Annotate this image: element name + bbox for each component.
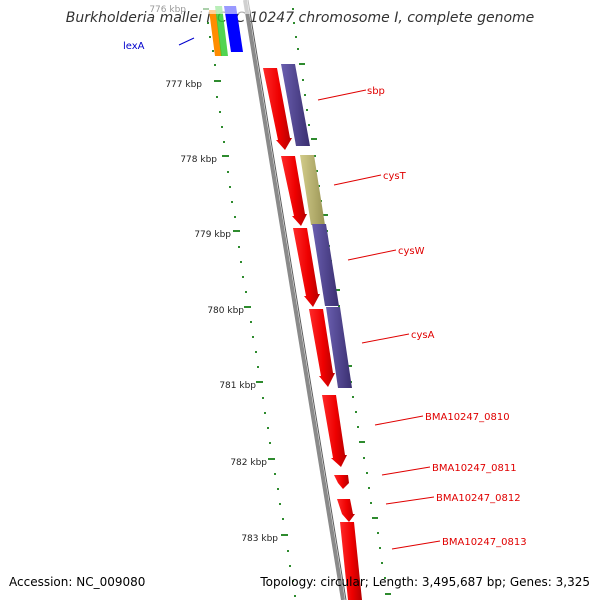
chromosome-backbone [243, 0, 345, 600]
topology-text: Topology: circular; Length: 3,495,687 bp… [260, 575, 590, 589]
gene-BMA10247_0810-arrow[interactable] [322, 395, 347, 467]
gene-cysW-cog [312, 224, 339, 306]
gene-label-BMA10247_0810[interactable]: BMA10247_0810 [425, 412, 510, 423]
scale-label-782: 782 kbp [230, 458, 267, 468]
gene-cysT-arrow[interactable] [281, 156, 307, 226]
gene-cysA-arrow[interactable] [309, 309, 335, 387]
scale-label-776: 776 kbp [149, 5, 186, 15]
scale-label-778: 778 kbp [180, 155, 217, 165]
scale-label-777: 777 kbp [165, 80, 202, 90]
map-title: Burkholderia mallei NCTC 10247 chromosom… [65, 10, 535, 26]
gene-label-cysA[interactable]: cysA [411, 330, 435, 341]
gene-sbp-arrow[interactable] [263, 68, 292, 150]
gene-lexA[interactable] [200, 0, 250, 56]
chromosome-backbone-shadow [247, 0, 347, 600]
gene-label-lexA[interactable]: lexA [123, 41, 145, 52]
gene-label-BMA10247_0813[interactable]: BMA10247_0813 [442, 537, 527, 548]
scale-label-780: 780 kbp [207, 306, 244, 316]
gene-label-cysW[interactable]: cysW [398, 246, 425, 257]
scale-label-783: 783 kbp [241, 534, 278, 544]
gene-sbp-cog [281, 64, 310, 146]
gene-cysW-arrow[interactable] [293, 228, 320, 307]
scale-label-779: 779 kbp [194, 230, 231, 240]
gene-cysT-cog [300, 155, 325, 225]
gene-label-sbp[interactable]: sbp [367, 86, 385, 97]
gene-BMA10247_0813-arrow[interactable] [340, 522, 362, 600]
gene-lexA-blue [224, 6, 243, 52]
gene-cysA-cog [326, 307, 352, 388]
gene-BMA10247_0812-arrow[interactable] [337, 499, 355, 522]
accession-text: Accession: NC_009080 [9, 575, 146, 589]
gene-label-BMA10247_0812[interactable]: BMA10247_0812 [436, 493, 521, 504]
gene-label-cysT[interactable]: cysT [383, 171, 407, 182]
gene-label-BMA10247_0811[interactable]: BMA10247_0811 [432, 463, 517, 474]
scale-track-left [205, 8, 296, 597]
gene-lexA-green [215, 6, 228, 56]
gene-BMA10247_0811-arrow[interactable] [334, 475, 349, 489]
gene-leader-lines [178, 37, 441, 550]
gene-lexA-orange [209, 10, 222, 56]
scale-label-781: 781 kbp [219, 381, 256, 391]
